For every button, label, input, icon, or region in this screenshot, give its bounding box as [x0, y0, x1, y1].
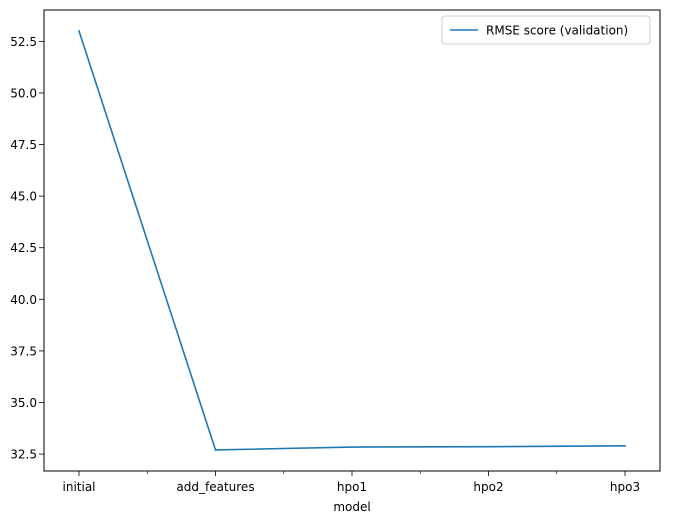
x-tick-label-4: hpo3 [610, 480, 640, 494]
y-tick-label-7: 50.0 [10, 86, 37, 100]
y-tick-label-6: 47.5 [10, 138, 37, 152]
x-tick-label-0: initial [63, 480, 96, 494]
x-tick-label-1: add_features [176, 480, 254, 494]
legend-box [441, 15, 651, 45]
x-tick-label-3: hpo2 [473, 480, 503, 494]
y-tick-label-5: 45.0 [10, 190, 37, 204]
y-tick-label-4: 42.5 [10, 241, 37, 255]
y-tick-label-1: 35.0 [10, 396, 37, 410]
x-tick-label-2: hpo1 [337, 480, 367, 494]
legend: RMSE score (validation) [441, 15, 651, 45]
y-tick-label-3: 40.0 [10, 293, 37, 307]
y-tick-label-2: 37.5 [10, 344, 37, 358]
plot-area [77, 30, 626, 451]
y-tick-label-0: 32.5 [10, 448, 37, 462]
x-axis: initial add_features hpo1 hpo2 hpo3 [63, 471, 640, 494]
series-line-0 [77, 30, 626, 451]
y-tick-label-8: 52.5 [10, 35, 37, 49]
x-axis-label: model [333, 500, 370, 514]
legend-label: RMSE score (validation) [486, 24, 628, 38]
y-axis: 32.5 35.0 37.5 40.0 42.5 45.0 47.5 50.0 52.5 [10, 35, 44, 462]
